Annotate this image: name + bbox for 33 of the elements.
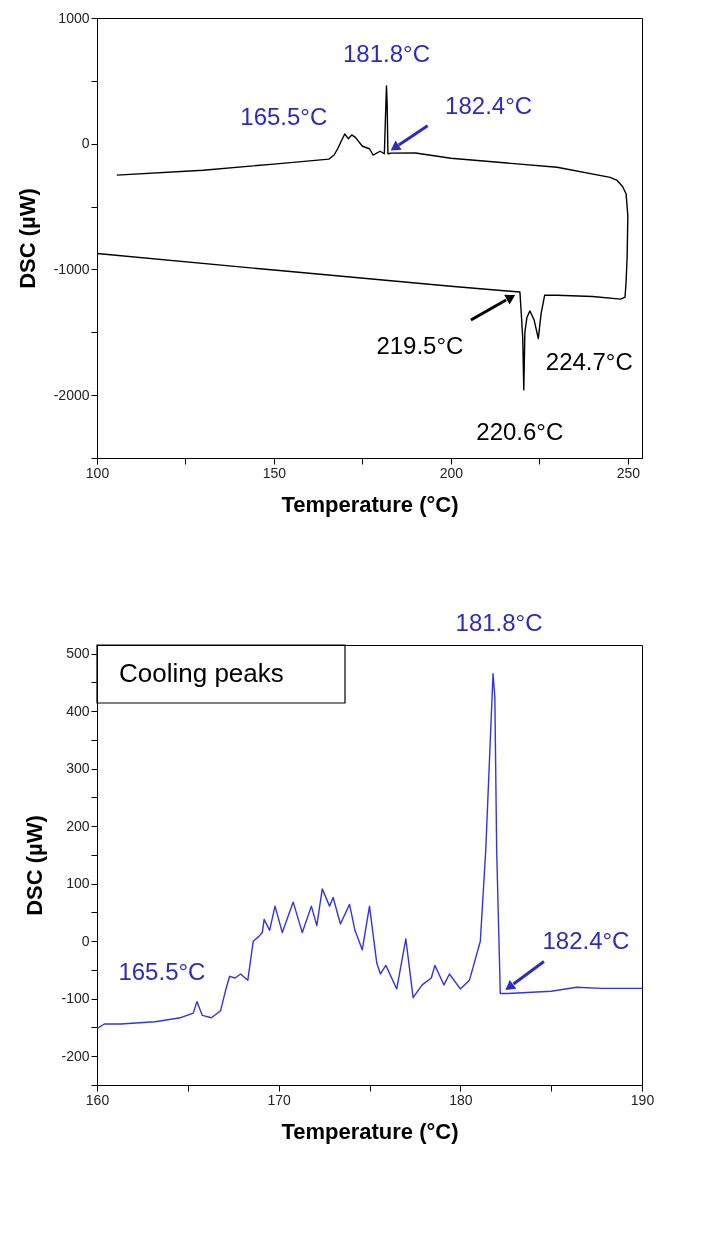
annotation: 182.4°C [445,91,533,119]
annotation: Cooling peaks [119,658,284,688]
x-axis-title: Temperature (°C) [281,1118,459,1144]
y-tick-label: -200 [61,1047,90,1064]
y-tick-label: 100 [66,875,90,892]
annotation: 181.8°C [342,39,430,67]
y-tick-label: 0 [81,135,90,152]
annotation: 220.6°C [476,417,564,445]
annotation: 165.5°C [118,957,206,985]
x-tick-label: 200 [439,464,464,481]
annotation: 219.5°C [376,332,464,360]
annotation: 224.7°C [545,347,633,375]
y-tick-label: -100 [61,990,90,1007]
y-tick-label: 300 [66,760,90,777]
y-tick-label: -1000 [53,260,90,277]
y-tick-label: 500 [66,645,90,662]
x-tick-label: 190 [630,1091,655,1108]
y-axis-title: DSC (µW) [14,188,40,289]
x-tick-label: 180 [449,1091,473,1108]
y-tick-label: 200 [66,817,90,834]
y-tick-label: 0 [81,932,90,949]
y-axis-title: DSC (µW) [22,815,48,916]
annotation: 182.4°C [542,926,630,954]
x-tick-label: 250 [616,464,641,481]
y-tick-label: -2000 [53,386,90,403]
y-tick-label: 1000 [58,9,90,26]
y-tick-label: 400 [66,702,90,719]
x-tick-label: 160 [85,1091,110,1108]
x-tick-label: 170 [267,1091,292,1108]
annotation: 181.8°C [455,608,543,636]
x-axis-title: Temperature (°C) [281,491,459,517]
x-tick-label: 150 [262,464,287,481]
annotation: 165.5°C [240,103,328,131]
